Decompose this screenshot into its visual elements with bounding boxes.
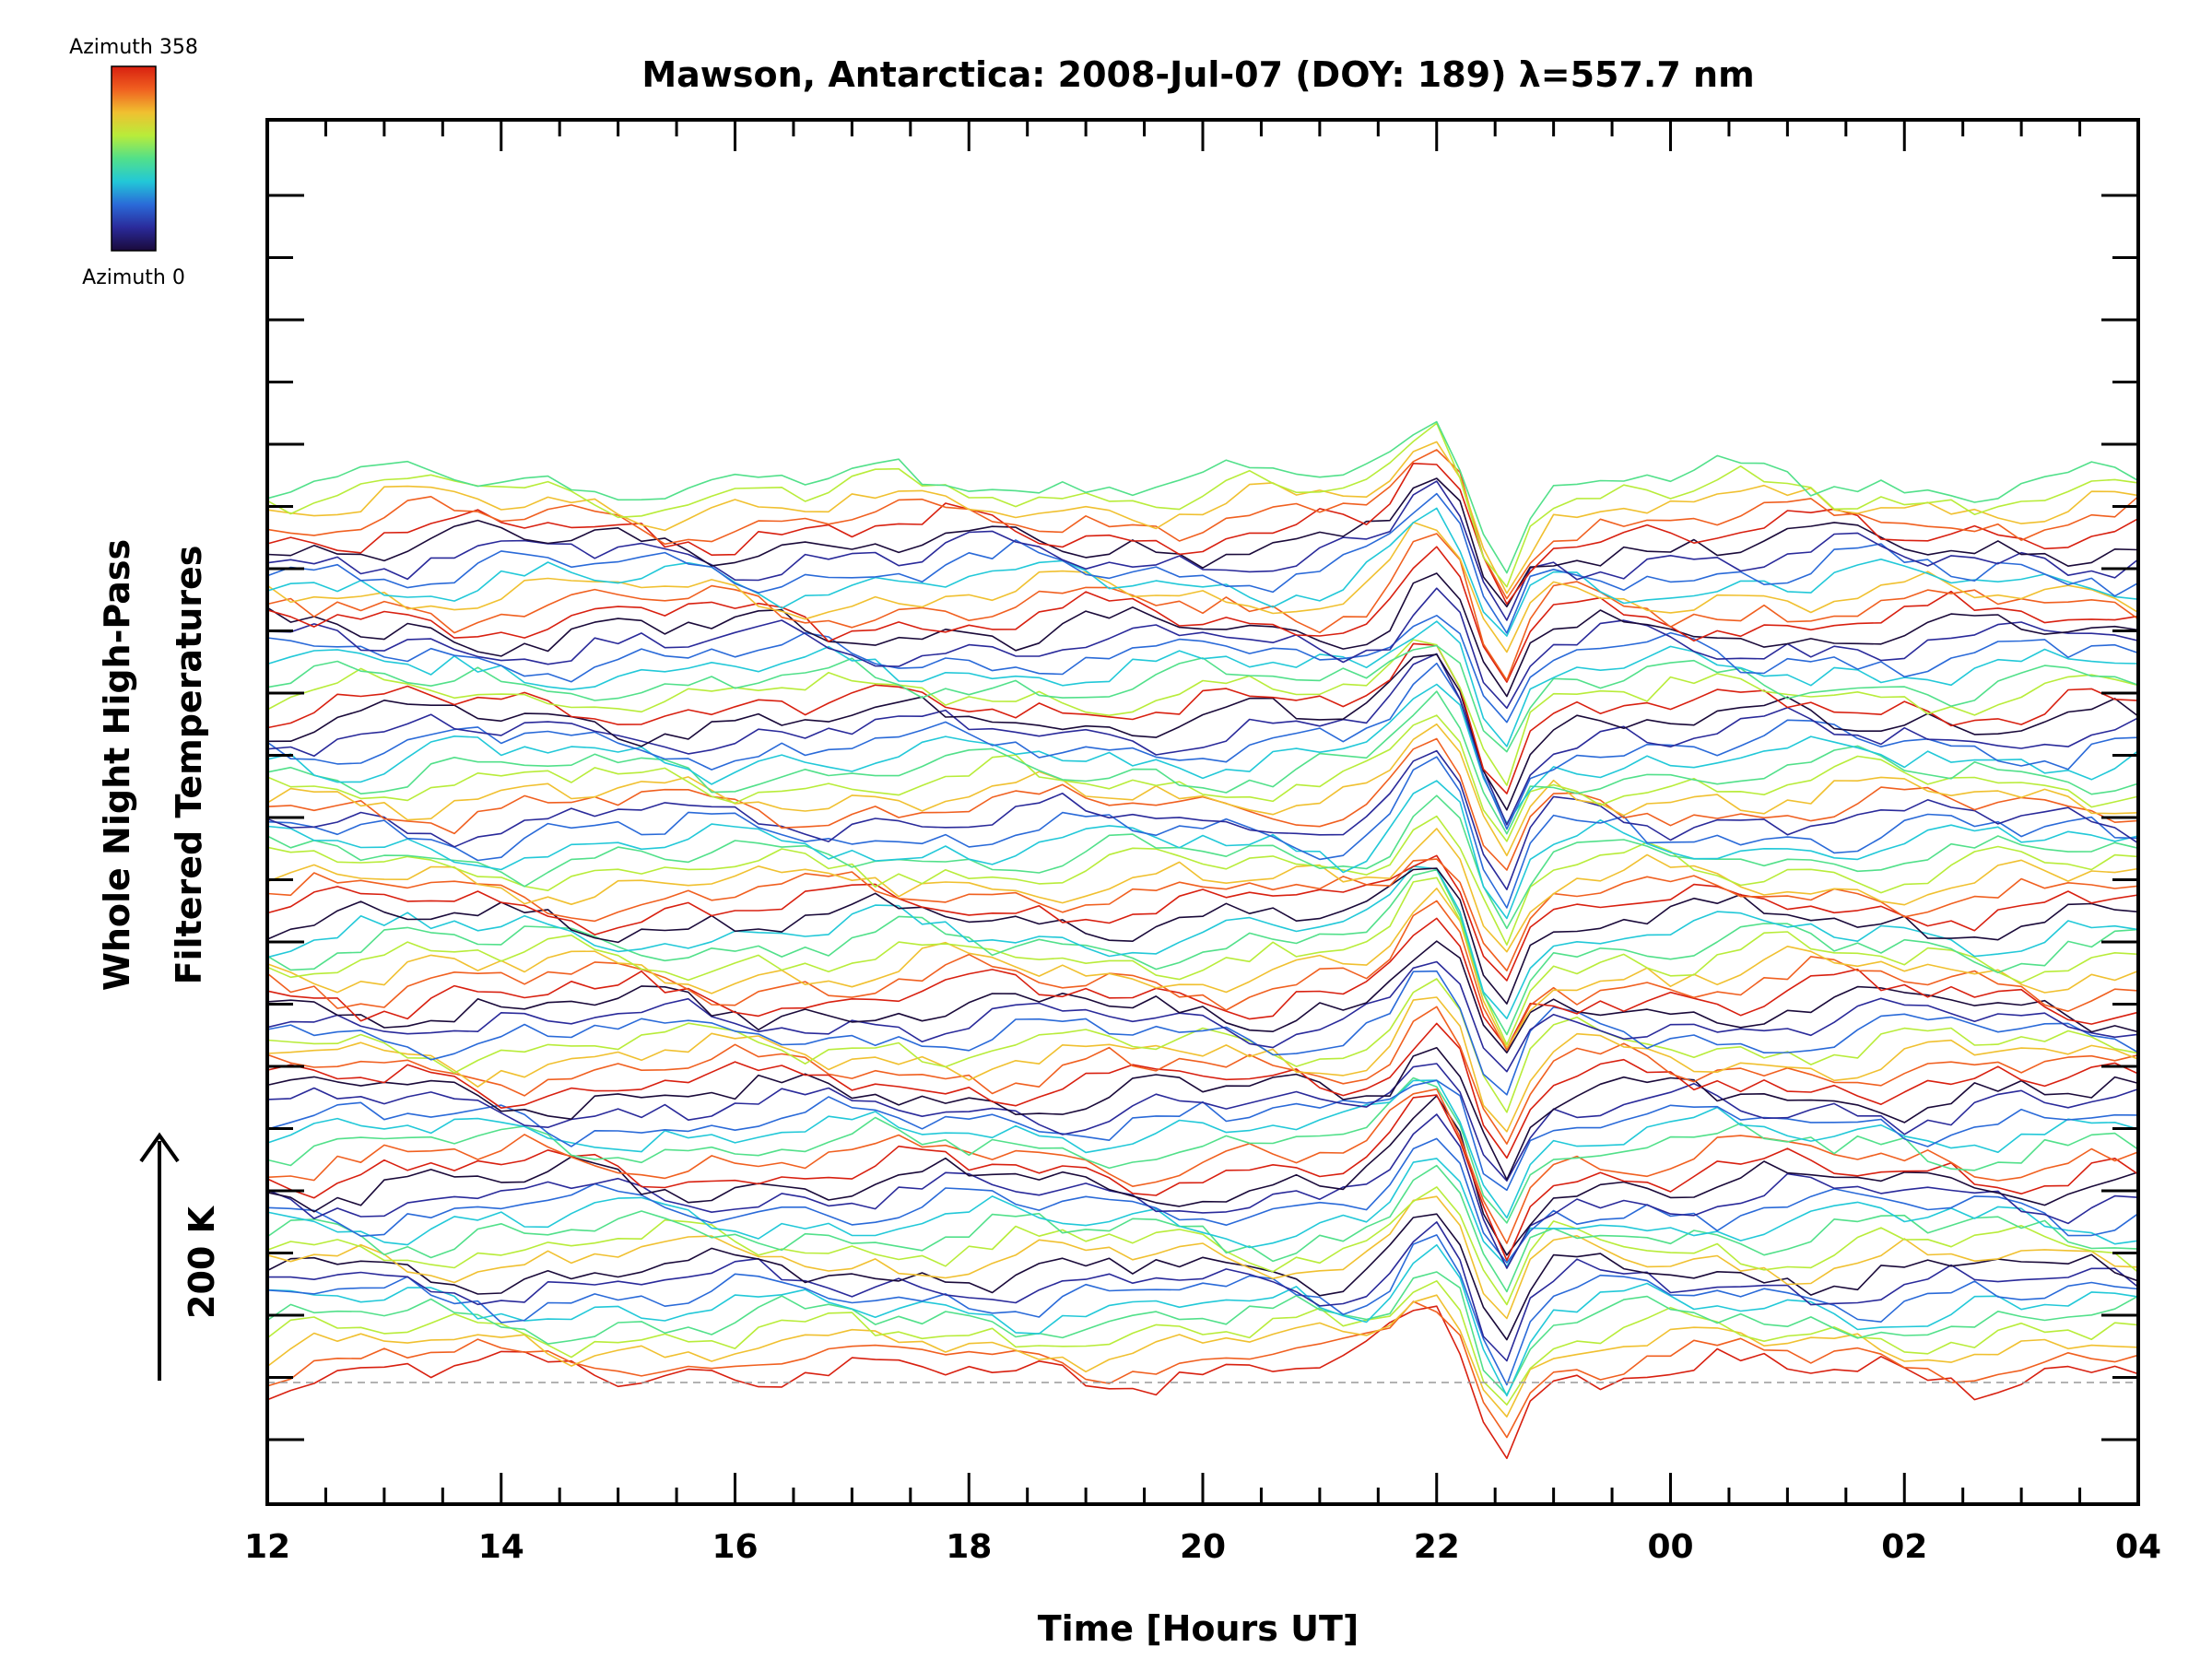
series-line <box>266 449 2139 600</box>
series-line <box>266 1088 2139 1244</box>
series-line <box>266 854 2139 982</box>
series-line <box>266 1022 2139 1159</box>
series-line <box>266 1158 2139 1267</box>
chart-title: Mawson, Antarctica: 2008-Jul-07 (DOY: 18… <box>641 54 1754 95</box>
series-line <box>266 653 2139 811</box>
series-line <box>266 1243 2139 1397</box>
series-line <box>266 960 2139 1073</box>
series-line <box>266 441 2139 594</box>
x-tick-label: 14 <box>478 1528 524 1566</box>
x-tick-label: 22 <box>1414 1528 1460 1566</box>
series-line <box>266 477 2139 608</box>
series-line <box>266 683 2139 824</box>
series-line <box>266 422 2139 588</box>
series-line <box>266 1063 2139 1182</box>
x-tick-label: 12 <box>244 1528 290 1566</box>
series-group <box>266 420 2139 1460</box>
series-line <box>266 1213 2139 1341</box>
series-line <box>266 507 2139 637</box>
x-tick-label: 16 <box>712 1528 758 1566</box>
x-tick-label: 20 <box>1180 1528 1226 1566</box>
series-line <box>266 970 2139 1096</box>
series-line <box>266 1094 2139 1262</box>
y-axis-label: Whole Night High-Pass Filtered Temperatu… <box>97 539 209 991</box>
series-line <box>266 714 2139 842</box>
series-line <box>266 614 2139 724</box>
series-line <box>266 996 2139 1133</box>
series-line <box>266 865 2139 1019</box>
series-line <box>266 642 2139 794</box>
x-tick-label: 02 <box>1881 1528 1927 1566</box>
series-line <box>266 917 2139 1049</box>
series-line <box>266 653 2139 826</box>
series-line <box>266 1137 2139 1264</box>
colorbar: Azimuth 358 Azimuth 0 <box>69 36 198 289</box>
y-axis-label-line1: Whole Night High-Pass <box>97 539 137 991</box>
series-line <box>266 794 2139 930</box>
series-line <box>266 420 2139 574</box>
x-tick-label: 04 <box>2115 1528 2161 1566</box>
series-line <box>266 887 2139 1049</box>
series-line <box>266 1113 2139 1269</box>
series-line <box>267 1221 2139 1362</box>
series-line <box>266 723 2139 857</box>
series-line <box>266 690 2139 835</box>
series-line <box>266 1294 2139 1418</box>
series-line <box>266 868 2139 1036</box>
axis-ticks <box>265 120 2140 1504</box>
colorbar-swatch <box>111 65 157 252</box>
scale-arrow-head <box>139 1132 180 1163</box>
series-line <box>266 858 2139 971</box>
series-line <box>266 639 2139 786</box>
series-line <box>266 480 2139 621</box>
series-line <box>266 1280 2139 1406</box>
series-line <box>266 1186 2139 1306</box>
plot-frame <box>265 118 2140 1506</box>
colorbar-bottom-label: Azimuth 0 <box>82 266 185 289</box>
series-line <box>266 1234 2139 1386</box>
series-line <box>266 620 2139 747</box>
series-line <box>266 1006 2139 1145</box>
series-line <box>266 492 2139 634</box>
x-tick-label: 00 <box>1647 1528 1693 1566</box>
series-line <box>266 780 2139 920</box>
series-line <box>266 978 2139 1113</box>
series-line <box>266 1077 2139 1224</box>
series-line <box>266 828 2139 953</box>
x-tick-labels: 12 14 16 18 20 22 00 02 04 <box>244 1528 2161 1566</box>
series-line <box>266 1195 2139 1320</box>
series-line <box>266 877 2139 1046</box>
y-axis-label-line2: Filtered Temperatures <box>169 546 209 985</box>
x-axis-label: Time [Hours UT] <box>1038 1608 1359 1649</box>
series-line <box>266 756 2139 909</box>
series-line <box>266 533 2139 681</box>
series-line <box>266 1305 2139 1460</box>
series-line <box>266 1271 2139 1396</box>
series-line <box>266 1079 2139 1219</box>
series-line <box>266 1047 2139 1181</box>
colorbar-top-label: Azimuth 358 <box>69 36 198 59</box>
x-tick-label: 18 <box>946 1528 992 1566</box>
series-line <box>266 587 2139 710</box>
series-line <box>266 737 2139 871</box>
series-line <box>266 521 2139 653</box>
series-line <box>266 940 2139 1053</box>
series-line <box>266 815 2139 946</box>
series-line <box>266 867 2139 1005</box>
series-line <box>266 1164 2139 1293</box>
series-line <box>266 546 2139 683</box>
series-line <box>266 1300 2139 1439</box>
series-line <box>266 1095 2139 1256</box>
scale-label: 200 K <box>182 1205 222 1319</box>
series-line <box>266 749 2139 891</box>
series-line <box>266 572 2139 698</box>
scale-indicator: 200 K <box>139 1132 222 1381</box>
